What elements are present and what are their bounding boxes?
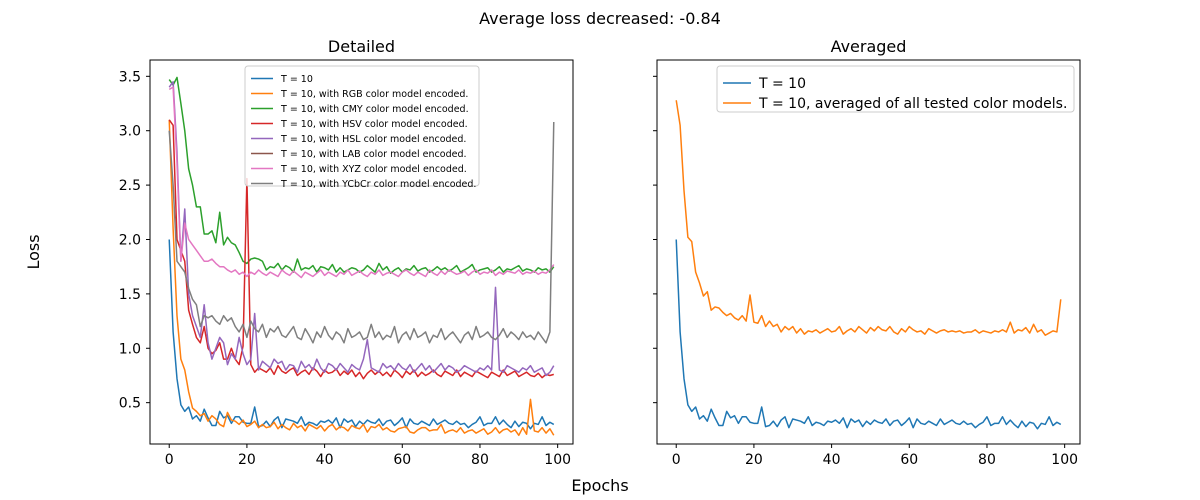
x-tick-label: 80 <box>471 452 489 468</box>
x-tick-label: 60 <box>393 452 411 468</box>
figure-suptitle: Average loss decreased: -0.84 <box>479 9 721 28</box>
legend-entry: T = 10, with YCbCr color model encoded. <box>280 179 476 190</box>
axes-frame <box>149 59 574 445</box>
series-line-3 <box>168 119 554 380</box>
legend-entry: T = 10, with HSV color model encoded. <box>280 119 468 130</box>
legend-entry: T = 10 <box>280 74 313 85</box>
panel-title: Detailed <box>328 37 395 56</box>
legend-box <box>244 65 480 187</box>
y-tick-label: 0.5 <box>119 396 141 412</box>
series-line-0 <box>675 239 1062 430</box>
series-line-7 <box>168 121 555 344</box>
series-line-1 <box>675 100 1062 336</box>
y-tick-label: 3.0 <box>119 124 141 140</box>
y-tick-label: 1.0 <box>119 341 141 357</box>
y-axis-label: Loss <box>24 234 43 269</box>
legend-entry: T = 10, with CMY color model encoded. <box>280 104 469 115</box>
y-tick-label: 1.5 <box>119 287 141 303</box>
x-tick-label: 20 <box>745 452 763 468</box>
panel-title: Averaged <box>831 37 907 56</box>
x-axis-label: Epochs <box>571 476 628 495</box>
y-tick-label: 2.5 <box>119 178 141 194</box>
y-tick-label: 2.0 <box>119 232 141 248</box>
series-group <box>675 100 1062 430</box>
x-tick-label: 0 <box>672 452 681 468</box>
legend-entry: T = 10, with RGB color model encoded. <box>280 89 468 100</box>
legend-entry: T = 10, with XYZ color model encoded. <box>280 164 467 175</box>
x-tick-label: 80 <box>978 452 996 468</box>
detailed-panel: Detailed 0 20 40 60 80 100 0.5 1.0 1.5 2.0 2.5 3.0 3.… <box>119 37 574 468</box>
averaged-panel: Averaged 0 20 40 60 80 100 T = 10 T = 10, averag… <box>653 37 1081 468</box>
series-line-1 <box>168 119 555 437</box>
y-tick-label: 3.5 <box>119 69 141 85</box>
legend-box <box>716 65 1075 113</box>
x-tick-label: 20 <box>238 452 256 468</box>
x-tick-label: 0 <box>165 452 174 468</box>
legend-entry: T = 10 <box>758 76 806 92</box>
legend: T = 10 T = 10, averaged of all tested col… <box>716 65 1075 113</box>
series-line-6 <box>168 86 555 279</box>
legend: T = 10 T = 10, with RGB color model encod… <box>244 65 480 190</box>
axes-frame <box>656 59 1081 445</box>
legend-entry: T = 10, with HSL color model encoded. <box>280 134 466 145</box>
series-line-2 <box>168 76 555 274</box>
series-line-4 <box>168 81 555 377</box>
legend-entry: T = 10, with LAB color model encoded. <box>280 149 467 160</box>
series-group <box>168 76 555 437</box>
x-tick-label: 40 <box>823 452 841 468</box>
legend-entry: T = 10, averaged of all tested color mod… <box>758 96 1067 112</box>
x-tick-label: 40 <box>316 452 334 468</box>
x-tick-label: 100 <box>1051 452 1078 468</box>
x-tick-label: 100 <box>544 452 571 468</box>
x-tick-label: 60 <box>900 452 918 468</box>
